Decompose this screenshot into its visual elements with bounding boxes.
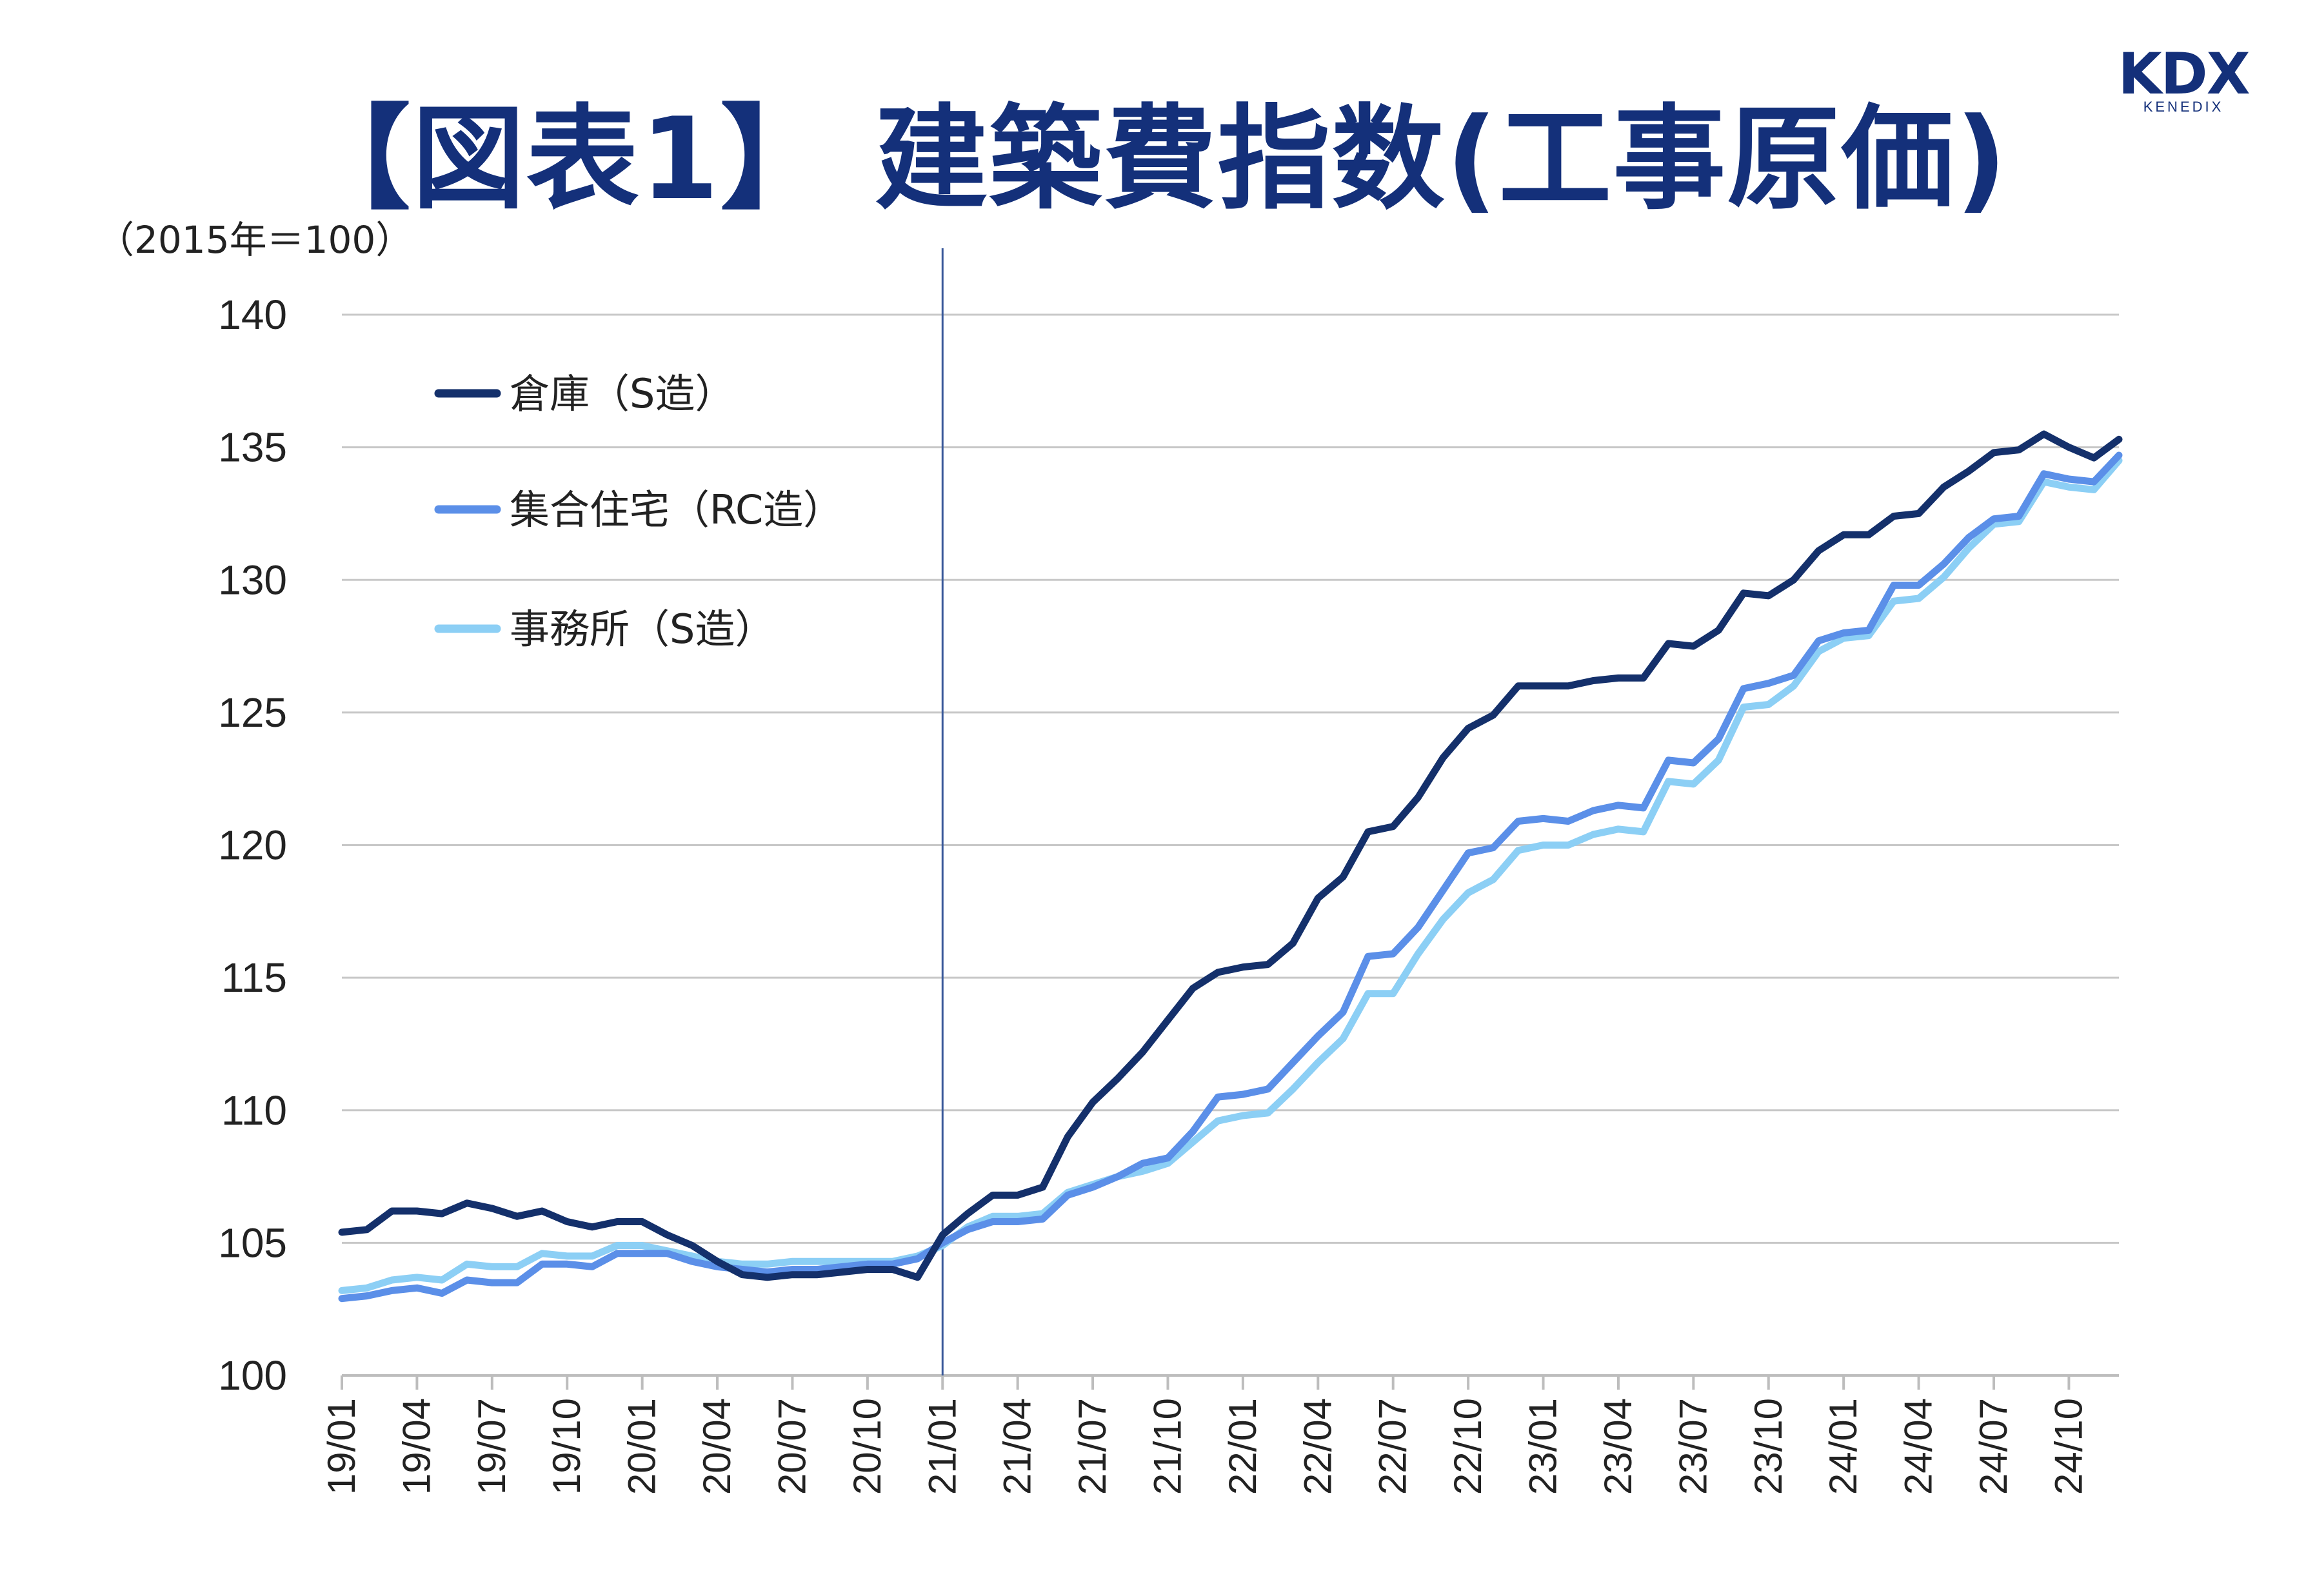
y-tick-label: 130: [218, 557, 287, 603]
x-tick-label: 23/10: [1747, 1398, 1790, 1495]
y-tick-label: 115: [221, 954, 287, 1001]
axes: 100 105 110 115 120 125 130 135 140 19/01 19/04 19/…: [218, 248, 2119, 1495]
x-tick-label: 20/04: [695, 1398, 739, 1495]
series-line-1: [338, 430, 2123, 1281]
x-tick-label: 23/07: [1671, 1398, 1715, 1495]
x-tick-label: 24/01: [1822, 1398, 1865, 1495]
x-tick-label: 20/10: [846, 1398, 889, 1495]
unit-label: （2015年＝100）: [97, 218, 413, 262]
x-tick-label: 20/07: [770, 1398, 813, 1495]
y-tick-label: 100: [218, 1352, 287, 1399]
x-tick-label: 22/04: [1296, 1398, 1339, 1495]
y-tick-label: 120: [218, 822, 287, 869]
x-tick-label: 22/01: [1221, 1398, 1264, 1495]
legend-label-1: 倉庫（S造）: [510, 370, 735, 417]
legend-label-3: 事務所（S造）: [510, 606, 775, 653]
x-tick-label: 21/10: [1146, 1398, 1189, 1495]
logo-main-text: KDX: [2118, 41, 2250, 107]
x-tick-label: 23/04: [1596, 1398, 1640, 1495]
page-title: 【図表1】 建築費指数(工事原価): [297, 94, 2009, 225]
x-tick-label: 24/07: [1972, 1398, 2015, 1495]
series-line-3: [338, 457, 2123, 1294]
y-tick-label: 135: [218, 424, 287, 471]
x-tick-label: 22/10: [1446, 1398, 1489, 1495]
legend: 倉庫（S造） 集合住宅（RC造） 事務所（S造）: [434, 370, 843, 653]
y-tick-label: 140: [218, 291, 287, 338]
series-lines: [338, 430, 2123, 1303]
gridlines: [342, 313, 2119, 1244]
y-tick-label: 105: [218, 1219, 287, 1266]
x-tick-label: 21/07: [1071, 1398, 1114, 1495]
x-tick-label: 23/01: [1522, 1398, 1565, 1495]
y-tick-label: 125: [218, 689, 287, 736]
company-logo: KDX KENEDIX: [2109, 41, 2258, 115]
x-tick-label: 20/01: [621, 1398, 664, 1495]
x-tick-label: 21/04: [996, 1398, 1039, 1495]
x-tick-label: 19/10: [545, 1398, 588, 1495]
x-tick-label: 19/07: [470, 1398, 513, 1495]
y-tick-label: 110: [221, 1087, 287, 1134]
series-line-2: [338, 451, 2123, 1303]
x-tick-label: 19/04: [395, 1398, 438, 1495]
x-tick-label: 24/10: [2047, 1398, 2090, 1495]
x-tick-label: 22/07: [1371, 1398, 1415, 1495]
x-tick-label: 24/04: [1897, 1398, 1940, 1495]
x-tick-label: 21/01: [920, 1398, 964, 1495]
x-tick-label: 19/01: [320, 1398, 363, 1495]
legend-label-2: 集合住宅（RC造）: [510, 486, 843, 533]
logo-sub-text: KENEDIX: [2143, 99, 2224, 115]
